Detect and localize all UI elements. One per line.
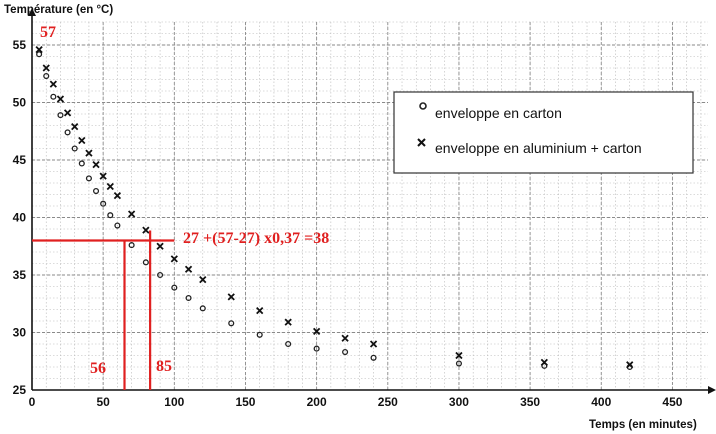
y-tick-label: 30 (13, 326, 27, 340)
data-point-x (284, 318, 292, 326)
data-point-x (85, 149, 93, 157)
data-point-x (49, 80, 57, 88)
tick-labels: 0 50 100 150 200 250 300 350 400 450 25 30 35 40 45 50 5… (13, 38, 683, 409)
legend: enveloppe en carton enveloppe en alumini… (393, 91, 694, 174)
y-tick-label: 55 (13, 38, 27, 52)
annotation-start-value: 57 (40, 24, 56, 41)
data-point-circle (171, 284, 178, 291)
data-point-x (106, 182, 114, 191)
annotations: 57 27 +(57-27) x0,37 =38 56 85 (32, 24, 329, 390)
data-point-circle (57, 112, 64, 119)
y-tick-label: 40 (13, 211, 27, 225)
data-point-x (113, 192, 122, 200)
annotation-time-56: 56 (90, 360, 106, 377)
legend-circle-marker (419, 102, 427, 110)
data-point-x (170, 255, 178, 263)
series-aluminium-carton (35, 45, 634, 369)
x-tick-label: 100 (164, 395, 184, 409)
legend-x-marker (417, 138, 426, 147)
x-tick-label: 450 (662, 395, 682, 409)
data-point-circle (256, 331, 263, 338)
axes (28, 8, 716, 394)
data-point-circle (36, 51, 43, 58)
y-axis-arrow (28, 8, 36, 16)
annotation-formula: 27 +(57-27) x0,37 =38 (183, 230, 329, 247)
y-tick-label: 50 (13, 96, 27, 110)
y-tick-label: 45 (13, 153, 27, 167)
data-point-circle (157, 271, 164, 279)
data-point-circle (313, 345, 320, 352)
x-tick-label: 150 (235, 395, 255, 409)
data-point-circle (107, 212, 114, 219)
data-point-circle (43, 73, 50, 80)
x-tick-label: 400 (591, 395, 611, 409)
data-point-x (199, 275, 207, 284)
data-point-x (626, 361, 634, 369)
x-tick-label: 50 (96, 395, 110, 409)
data-point-circle (50, 93, 57, 100)
data-point-circle (199, 305, 206, 312)
data-point-circle (128, 242, 135, 249)
data-point-x (127, 210, 136, 218)
data-point-x (540, 358, 548, 367)
data-point-x (78, 136, 86, 145)
data-point-x (369, 340, 378, 348)
y-tick-label: 25 (13, 383, 27, 397)
legend-box (393, 91, 694, 174)
x-tick-label: 350 (520, 395, 540, 409)
data-point-x (63, 109, 72, 117)
data-point-circle (64, 129, 71, 136)
x-axis-arrow (708, 386, 716, 394)
data-point-circle (285, 340, 292, 348)
y-axis-title: Température (en °C) (4, 4, 113, 16)
legend-label-carton: enveloppe en carton (435, 105, 562, 121)
data-point-circle (342, 348, 349, 356)
data-point-x (227, 293, 235, 301)
data-point-circle (114, 222, 121, 229)
data-point-x (35, 45, 43, 54)
data-point-x (312, 327, 321, 335)
data-point-x (71, 123, 79, 131)
data-point-circle (85, 175, 92, 182)
data-point-circle (142, 259, 149, 266)
data-point-x (99, 172, 107, 180)
data-point-circle (71, 145, 78, 152)
data-point-circle (370, 354, 377, 361)
data-point-x (156, 242, 164, 250)
data-point-x (184, 265, 193, 273)
data-point-x (455, 351, 463, 360)
y-tick-label: 35 (13, 268, 27, 282)
x-tick-label: 250 (378, 395, 398, 409)
data-point-circle (78, 160, 85, 167)
data-point-x (92, 160, 100, 169)
data-point-circle (92, 188, 100, 195)
x-axis-title: Temps (en minutes) (589, 419, 697, 431)
major-grid (32, 22, 708, 390)
data-point-x (341, 334, 349, 342)
x-tick-label: 0 (29, 395, 36, 409)
data-point-x (142, 226, 150, 234)
x-tick-label: 200 (307, 395, 327, 409)
legend-label-aluminium: enveloppe en aluminium + carton (435, 140, 642, 156)
data-point-circle (100, 200, 107, 207)
data-point-circle (185, 294, 192, 302)
data-point-circle (455, 360, 462, 367)
x-tick-label: 300 (449, 395, 469, 409)
annotation-time-85: 85 (156, 358, 172, 375)
data-point-x (56, 95, 65, 103)
data-point-x (42, 64, 50, 72)
data-point-x (256, 307, 264, 315)
data-point-circle (228, 320, 235, 327)
